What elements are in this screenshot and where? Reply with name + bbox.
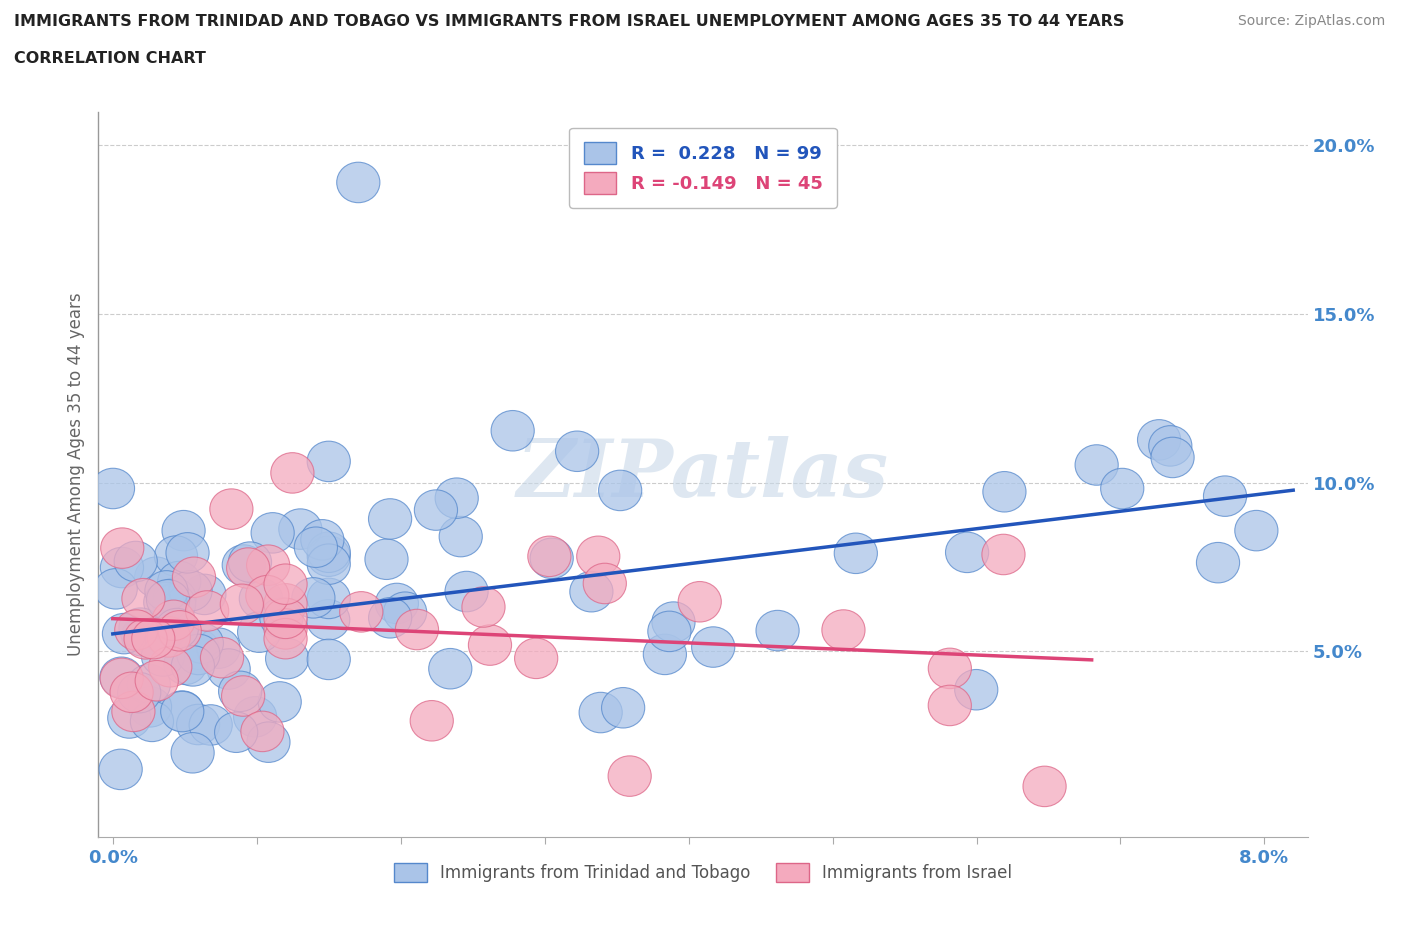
Text: CORRELATION CHART: CORRELATION CHART <box>14 51 205 66</box>
Legend: Immigrants from Trinidad and Tobago, Immigrants from Israel: Immigrants from Trinidad and Tobago, Imm… <box>385 855 1021 890</box>
Text: ZIPatlas: ZIPatlas <box>517 435 889 513</box>
Text: IMMIGRANTS FROM TRINIDAD AND TOBAGO VS IMMIGRANTS FROM ISRAEL UNEMPLOYMENT AMONG: IMMIGRANTS FROM TRINIDAD AND TOBAGO VS I… <box>14 14 1125 29</box>
Text: Source: ZipAtlas.com: Source: ZipAtlas.com <box>1237 14 1385 28</box>
Y-axis label: Unemployment Among Ages 35 to 44 years: Unemployment Among Ages 35 to 44 years <box>66 293 84 656</box>
